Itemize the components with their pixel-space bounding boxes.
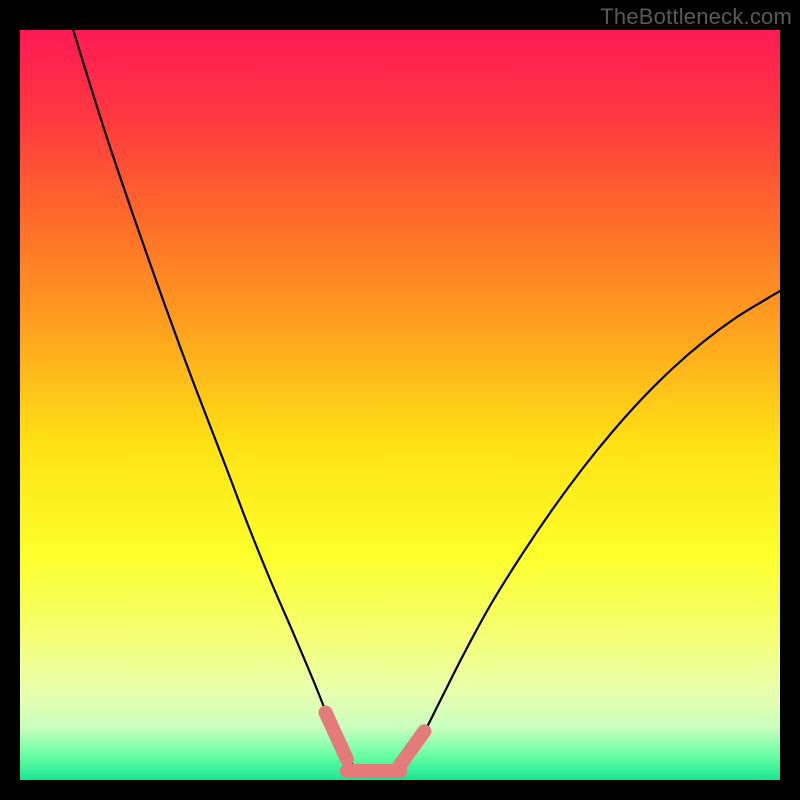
chart-root: TheBottleneck.com	[0, 0, 800, 800]
plot-area	[20, 30, 780, 780]
attribution-text: TheBottleneck.com	[600, 4, 792, 30]
overlay-segment	[326, 713, 347, 760]
threshold-overlay	[326, 713, 425, 772]
bottleneck-curve	[73, 30, 780, 773]
overlay-segment	[400, 731, 424, 765]
curve-layer	[20, 30, 780, 780]
